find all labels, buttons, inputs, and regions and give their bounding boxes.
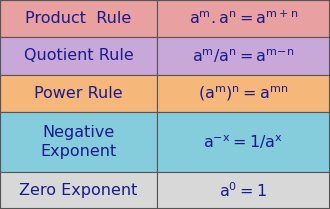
Bar (157, 112, 330, 172)
Text: Product  Rule: Product Rule (25, 11, 131, 26)
Text: $\mathsf{a^m . a^n = a^{m+n}}$: $\mathsf{a^m . a^n = a^{m+n}}$ (189, 10, 298, 27)
Bar (157, 75, 330, 112)
Bar (0, 112, 157, 172)
Text: Power Rule: Power Rule (34, 86, 123, 101)
Text: Zero Exponent: Zero Exponent (19, 183, 138, 198)
Bar (0, 37, 157, 75)
Text: $\mathsf{a^0 = 1}$: $\mathsf{a^0 = 1}$ (219, 181, 267, 200)
Bar (0, 75, 157, 112)
Text: $\mathsf{a^m/a^n = a^{m{-}n}}$: $\mathsf{a^m/a^n = a^{m{-}n}}$ (192, 47, 294, 65)
Bar (157, 0, 330, 37)
Text: Quotient Rule: Quotient Rule (23, 48, 133, 64)
Bar (157, 172, 330, 209)
Text: $\mathsf{a^{-x} = 1/a^x}$: $\mathsf{a^{-x} = 1/a^x}$ (204, 133, 283, 151)
Text: Negative
Exponent: Negative Exponent (40, 125, 116, 159)
Bar (0, 172, 157, 209)
Bar (0, 0, 157, 37)
Bar (157, 37, 330, 75)
Text: $\mathsf{(a^m)^n = a^{mn}}$: $\mathsf{(a^m)^n = a^{mn}}$ (198, 84, 288, 103)
